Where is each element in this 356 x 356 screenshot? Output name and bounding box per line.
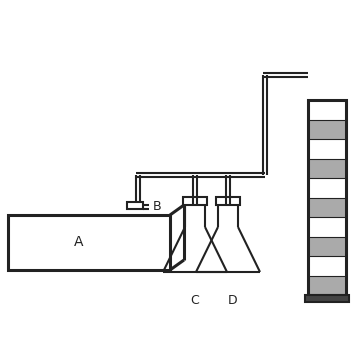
Text: C: C (190, 293, 199, 307)
Bar (309, 256, 345, 276)
Bar (309, 139, 345, 158)
Bar (309, 158, 345, 178)
Bar (309, 100, 345, 120)
Text: A: A (74, 236, 84, 250)
Bar (216, 197, 240, 205)
Bar (8, 215, 170, 270)
Bar (183, 197, 207, 205)
Bar (309, 276, 345, 295)
Bar (309, 178, 345, 198)
Text: D: D (228, 293, 238, 307)
Bar (309, 198, 345, 217)
Bar (309, 236, 345, 256)
Bar (308, 100, 346, 295)
Bar (309, 120, 345, 139)
Bar (305, 295, 349, 302)
Bar (309, 217, 345, 236)
Text: B: B (153, 200, 162, 214)
Bar (127, 202, 143, 209)
